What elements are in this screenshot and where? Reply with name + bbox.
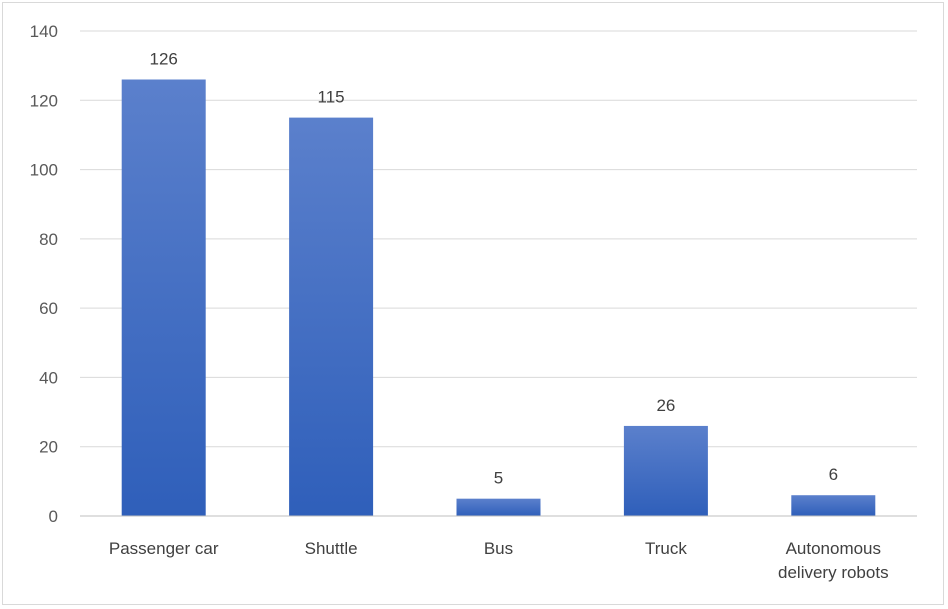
data-label: 26 [656,396,675,415]
x-tick-label: Truck [645,539,687,558]
x-tick-label: Shuttle [305,539,358,558]
bar [623,425,708,516]
y-tick-label: 60 [39,299,58,318]
bar [456,498,541,516]
bar [289,117,374,516]
data-label: 126 [150,50,178,69]
data-label: 6 [829,465,838,484]
data-label: 5 [494,469,503,488]
y-axis-ticks: 0 20 40 60 80 100 120 140 [30,22,58,526]
bars [121,79,876,516]
y-tick-label: 140 [30,22,58,41]
x-tick-label: delivery robots [778,563,889,582]
x-tick-label: Passenger car [109,539,219,558]
bar [791,495,876,516]
y-tick-label: 100 [30,161,58,180]
bar [121,79,206,516]
data-labels: 126 115 5 26 6 [150,50,839,488]
y-tick-label: 20 [39,438,58,457]
y-tick-label: 120 [30,91,58,110]
y-tick-label: 80 [39,230,58,249]
x-tick-label: Autonomous [786,539,881,558]
y-tick-label: 0 [49,507,58,526]
category-labels: Passenger car Shuttle Bus Truck Autonomous de… [109,539,889,582]
y-tick-label: 40 [39,368,58,387]
gridlines [80,30,917,448]
x-tick-label: Bus [484,539,513,558]
data-label: 115 [318,88,345,107]
